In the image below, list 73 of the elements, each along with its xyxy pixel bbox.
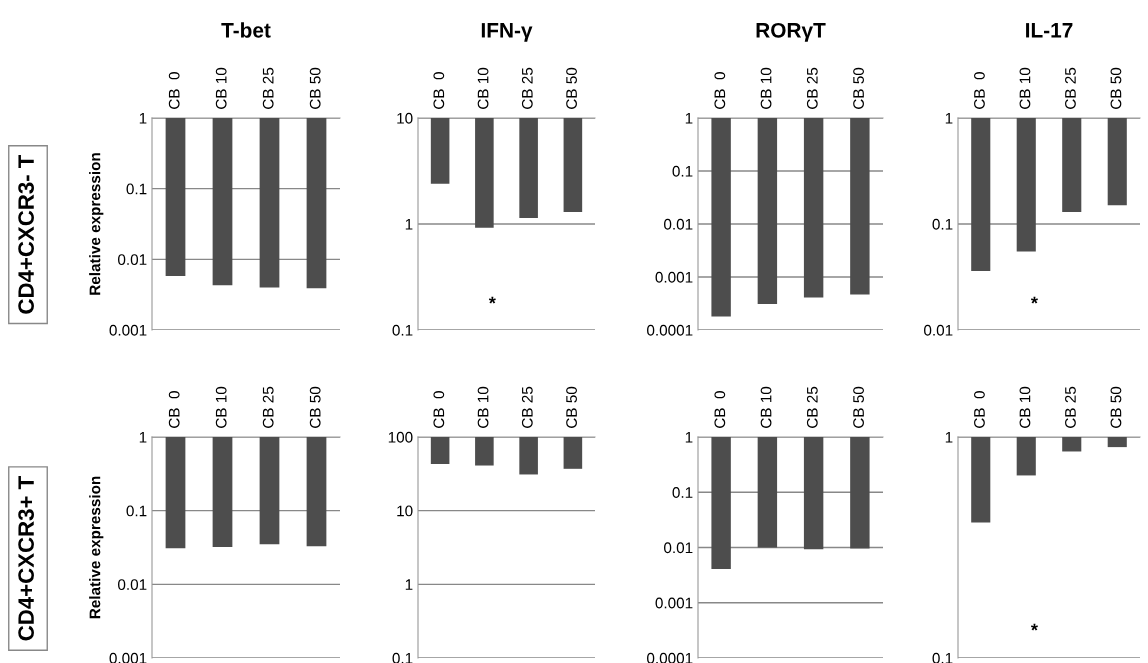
annotation: * [1030, 296, 1038, 304]
chart-title: IL-17 [1026, 23, 1073, 38]
x-tick-label: CB 10 [477, 67, 489, 109]
x-tick-label: CB 10 [760, 386, 772, 428]
y-tick-label: 1 [405, 219, 413, 230]
y-tick-label: 0.1 [932, 652, 953, 663]
x-tick-label: CB 10 [1019, 386, 1031, 428]
x-tick-label: CB 50 [309, 386, 321, 428]
y-tick-label: 0.01 [924, 324, 953, 336]
x-tick-label: CB 0 [974, 391, 985, 428]
y-tick-label: 0.1 [932, 218, 953, 230]
y-tick-label: 1 [685, 113, 693, 124]
y-tick-label: 1 [945, 432, 953, 443]
x-tick-label: CB 50 [1110, 67, 1122, 109]
y-tick-label: 1 [139, 113, 147, 124]
y-tick-label: 10 [397, 112, 413, 124]
x-tick-label: CB 25 [806, 67, 818, 109]
y-tick-label: 0.01 [664, 542, 693, 554]
chart-title: RORγT [756, 22, 826, 42]
y-axis-title: Relative expression [89, 476, 104, 619]
x-tick-label: CB 0 [168, 391, 180, 428]
y-tick-label: 1 [685, 432, 693, 443]
x-tick-label: CB 50 [853, 386, 864, 428]
x-tick-label: CB 50 [566, 67, 577, 109]
y-tick-label: 0.001 [109, 652, 147, 663]
y-tick-label: 0.001 [109, 324, 147, 336]
x-tick-label: CB 25 [1065, 67, 1076, 109]
y-tick-label: 0.1 [126, 183, 147, 195]
x-tick-label: CB 10 [215, 386, 227, 428]
x-tick-label: CB 50 [1110, 386, 1122, 428]
annotation: * [488, 296, 496, 304]
y-tick-label: 0.1 [392, 324, 413, 336]
x-tick-label: CB 10 [760, 67, 772, 109]
text: CD4+CXCR3+ T [18, 476, 34, 641]
y-tick-label: 1 [139, 432, 147, 443]
x-tick-label: CB 25 [262, 386, 274, 428]
y-tick-label: 0.01 [664, 218, 693, 230]
y-tick-label: 0.001 [655, 271, 693, 283]
annotation: * [1030, 623, 1038, 631]
x-tick-label: CB 0 [714, 391, 726, 428]
x-tick-label: CB 50 [853, 67, 864, 109]
y-tick-label: 0.1 [672, 165, 693, 177]
x-tick-label: CB 0 [714, 72, 726, 109]
y-tick-label: 0.0001 [647, 324, 693, 336]
chart-title: T-bet [221, 22, 271, 38]
y-tick-label: 0.1 [126, 505, 147, 517]
x-tick-label: CB 50 [566, 386, 577, 428]
y-tick-label: 0.1 [672, 487, 693, 498]
x-tick-label: CB 10 [215, 67, 227, 109]
y-tick-label: 1 [405, 579, 413, 590]
y-tick-label: 10 [397, 505, 413, 517]
y-axis-title: Relative expression [89, 153, 104, 295]
x-tick-label: CB 25 [1065, 386, 1076, 428]
x-tick-label: CB 25 [521, 67, 533, 109]
x-tick-label: CB 25 [521, 386, 533, 428]
x-tick-label: CB 0 [168, 72, 180, 109]
chart-title: IFN-γ [481, 23, 533, 42]
x-tick-label: CB 25 [262, 67, 274, 109]
x-tick-label: CB 0 [433, 72, 445, 109]
x-tick-label: CB 0 [974, 72, 985, 109]
x-tick-label: CB 10 [1019, 67, 1031, 109]
x-tick-label: CB 10 [477, 386, 489, 428]
x-tick-label: CB 0 [433, 391, 445, 428]
y-tick-label: 0.1 [392, 652, 413, 663]
y-tick-label: 0.01 [118, 579, 147, 591]
y-tick-label: 0.01 [118, 254, 147, 266]
y-tick-label: 100 [388, 431, 413, 443]
y-tick-label: 1 [945, 113, 953, 124]
text: CD4+CXCR3- T [18, 154, 34, 314]
x-tick-label: CB 25 [806, 386, 818, 428]
y-tick-label: 0.001 [655, 597, 693, 609]
x-tick-label: CB 50 [309, 67, 321, 109]
y-tick-label: 0.0001 [647, 652, 693, 663]
